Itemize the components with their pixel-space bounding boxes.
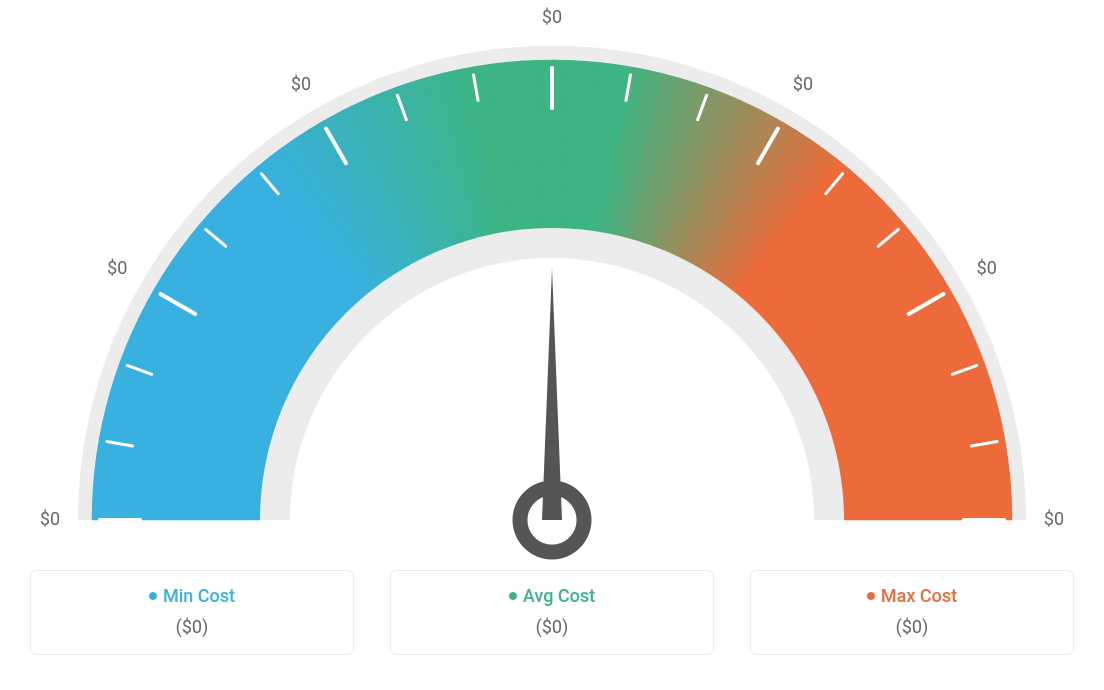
legend-label-avg: Avg Cost [523, 586, 595, 607]
gauge-svg: $0 $0 $0 $0 $0 $0 $0 [0, 0, 1104, 560]
legend-dot-min [149, 592, 157, 600]
tick-label: $0 [291, 74, 311, 95]
tick-label: $0 [977, 258, 997, 279]
legend-row: Min Cost ($0) Avg Cost ($0) Max Cost ($0… [0, 570, 1104, 655]
legend-dot-max [867, 592, 875, 600]
tick-label: $0 [542, 7, 562, 28]
legend-title-avg: Avg Cost [509, 586, 595, 607]
legend-card-min: Min Cost ($0) [30, 570, 354, 655]
legend-label-max: Max Cost [881, 586, 957, 607]
legend-value-max: ($0) [761, 617, 1063, 638]
legend-value-min: ($0) [41, 617, 343, 638]
gauge-chart: $0 $0 $0 $0 $0 $0 $0 [0, 0, 1104, 560]
tick-label: $0 [793, 74, 813, 95]
legend-card-max: Max Cost ($0) [750, 570, 1074, 655]
legend-card-avg: Avg Cost ($0) [390, 570, 714, 655]
tick-label: $0 [40, 509, 60, 530]
legend-label-min: Min Cost [163, 586, 235, 607]
legend-title-max: Max Cost [867, 586, 957, 607]
legend-value-avg: ($0) [401, 617, 703, 638]
tick-label: $0 [1044, 509, 1064, 530]
legend-title-min: Min Cost [149, 586, 235, 607]
legend-dot-avg [509, 592, 517, 600]
tick-label: $0 [107, 258, 127, 279]
